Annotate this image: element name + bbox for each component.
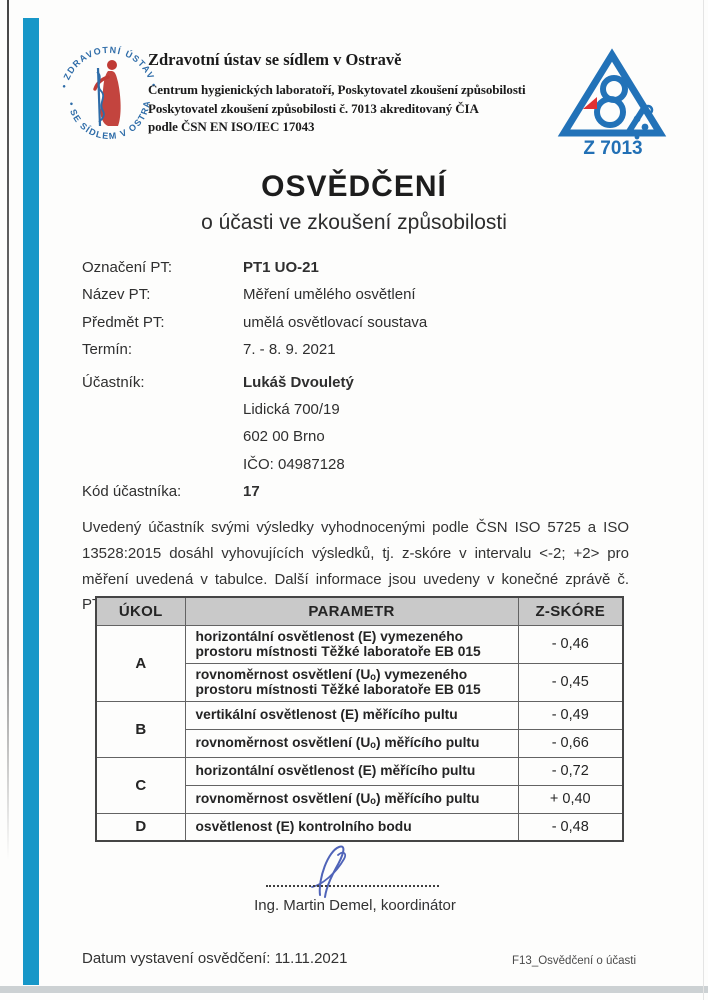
document-title: OSVĚDČENÍ — [261, 170, 447, 203]
param-cell: vertikální osvětlenost (E) měřícího pult… — [184, 700, 519, 730]
field-termin: Termín: 7. - 8. 9. 2021 — [82, 341, 427, 368]
form-code: F13_Osvědčení o účasti — [512, 955, 637, 967]
participant-city: 602 00 Brno — [243, 428, 325, 446]
zscore-cell: - 0,45 — [517, 662, 624, 702]
col-header-zscore: Z-SKÓRE — [517, 596, 624, 626]
pt-fields: Označení PT: PT1 UO-21 Název PT: Měření … — [82, 259, 427, 369]
scan-edge-right — [703, 0, 704, 1000]
field-value: PT1 UO-21 — [243, 259, 319, 276]
results-table: ÚKOL PARAMETR Z-SKÓRE A horizontální osv… — [95, 596, 624, 842]
zscore-cell: - 0,48 — [517, 812, 624, 842]
document-subtitle: o účasti ve zkoušení způsobilosti — [201, 211, 507, 234]
participant-label: Účastník: — [82, 374, 145, 391]
participant-block: Účastník: Lukáš Dvouletý Lidická 700/19 … — [82, 374, 354, 483]
handwritten-signature — [311, 845, 347, 898]
field-label: Označení PT: — [82, 259, 173, 276]
param-cell: rovnoměrnost osvětlení (Uₒ) měřícího pul… — [184, 784, 519, 814]
cyan-accent-stripe — [23, 18, 39, 985]
param-cell: rovnoměrnost osvětlení (Uₒ) vymezeného p… — [184, 662, 519, 702]
table-row: A horizontální osvětlenost (E) vymezenéh… — [95, 624, 624, 702]
param-cell: horizontální osvětlenost (E) měřícího pu… — [184, 756, 519, 786]
field-oznaceni-pt: Označení PT: PT1 UO-21 — [82, 259, 427, 286]
task-cell: D — [95, 812, 186, 842]
param-cell: rovnoměrnost osvětlení (Uₒ) měřícího pul… — [184, 728, 519, 758]
field-label: Předmět PT: — [82, 313, 165, 331]
field-value: umělá osvětlovací soustava — [243, 313, 428, 331]
table-header-row: ÚKOL PARAMETR Z-SKÓRE — [95, 596, 624, 626]
org-name: Zdravotní ústav se sídlem v Ostravě — [148, 50, 402, 69]
table-row: C horizontální osvětlenost (E) měřícího … — [95, 756, 624, 814]
table-row: rovnoměrnost osvětlení (Uₒ) měřícího pul… — [96, 784, 624, 814]
cia-accreditation-logo: Z 7013 — [557, 48, 667, 158]
col-header-parameter: PARAMETR — [184, 596, 519, 626]
participant-ico: IČO: 04987128 — [243, 455, 345, 473]
cia-red-triangle — [583, 97, 597, 109]
letterhead: Zdravotní ústav se sídlem v Ostravě Cent… — [148, 50, 526, 137]
hygieia-figure-icon — [93, 60, 121, 127]
field-nazev-pt: Název PT: Měření umělého osvětlení — [82, 286, 427, 313]
task-cell: B — [95, 700, 186, 758]
col-header-task: ÚKOL — [95, 596, 186, 626]
table-row: B vertikální osvětlenost (E) měřícího pu… — [95, 700, 624, 758]
zscore-cell: - 0,49 — [517, 700, 624, 730]
task-cell: C — [95, 756, 186, 814]
accreditation-number: Z 7013 — [583, 138, 642, 158]
table-row: rovnoměrnost osvětlení (Uₒ) měřícího pul… — [96, 728, 624, 758]
participant-code-value: 17 — [243, 483, 260, 500]
task-cell: A — [95, 624, 186, 702]
issue-date: Datum vystavení osvědčení: 11.11.2021 — [82, 950, 348, 967]
field-value: Měření umělého osvětlení — [243, 286, 416, 304]
field-label: Termín: — [82, 341, 133, 359]
table-row: D osvětlenost (E) kontrolního bodu - 0,4… — [95, 812, 624, 842]
field-value: 7. - 8. 9. 2021 — [243, 341, 336, 359]
param-cell: osvětlenost (E) kontrolního bodu — [184, 812, 519, 842]
zscore-cell: - 0,72 — [517, 756, 624, 786]
scan-edge-bottom — [0, 986, 708, 993]
zscore-cell: - 0,66 — [517, 728, 624, 758]
org-line2: Centrum hygienických laboratoří, Poskyto… — [148, 82, 526, 97]
table-row: rovnoměrnost osvětlení (Uₒ) vymezeného p… — [96, 662, 624, 702]
zscore-cell: - 0,46 — [517, 624, 624, 664]
field-label: Název PT: — [82, 286, 151, 304]
zscore-cell: + 0,40 — [517, 784, 624, 814]
participant-code-label: Kód účastníka: — [82, 483, 182, 500]
param-cell: horizontální osvětlenost (E) vymezeného … — [184, 624, 519, 664]
field-predmet-pt: Předmět PT: umělá osvětlovací soustava — [82, 314, 427, 341]
participant-street: Lidická 700/19 — [243, 401, 340, 419]
participant-name: Lukáš Dvouletý — [243, 374, 354, 391]
signature-line — [266, 866, 439, 887]
institute-seal-logo: • ZDRAVOTNÍ ÚSTAV • 35 • SE SÍDLEM V OST… — [54, 34, 158, 141]
scan-edge-left — [7, 0, 9, 860]
org-line3: Poskytovatel zkoušení způsobilosti č. 70… — [148, 100, 479, 116]
coordinator-name: Ing. Martin Demel, koordinátor — [254, 897, 456, 914]
org-line4: podle ČSN EN ISO/IEC 17043 — [148, 119, 315, 134]
participant-code-row: Kód účastníka: 17 — [82, 483, 260, 500]
